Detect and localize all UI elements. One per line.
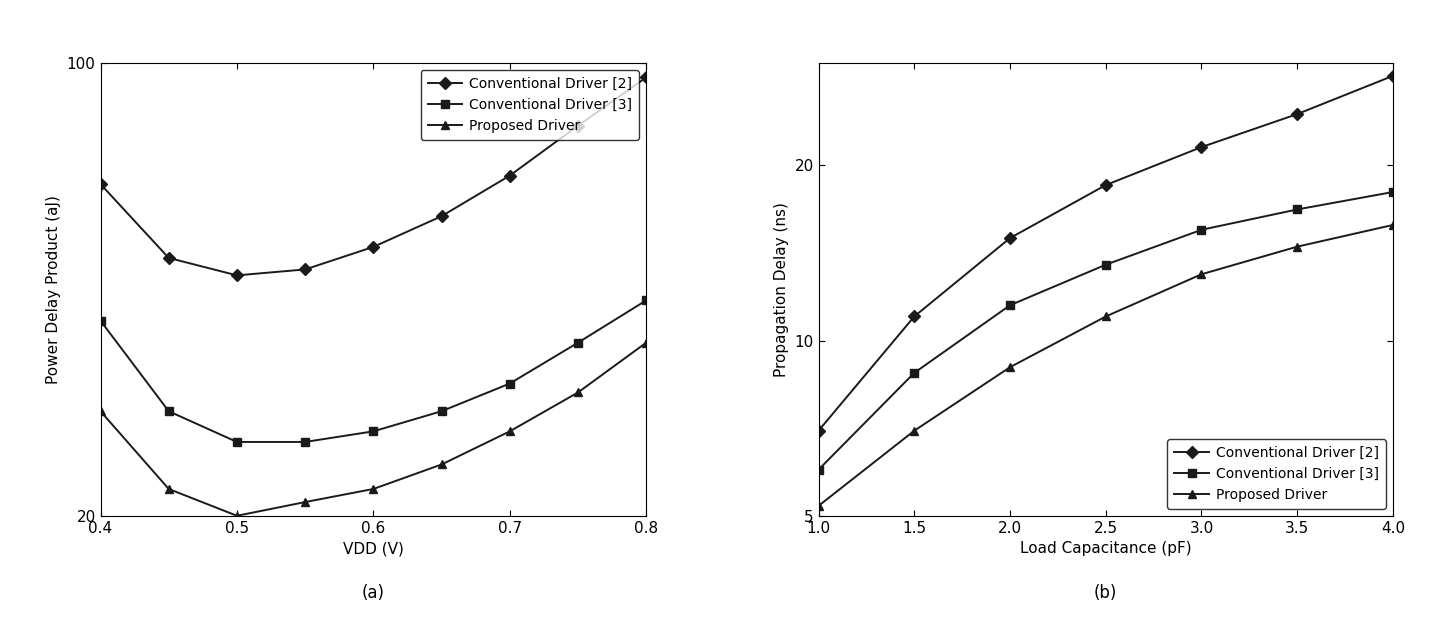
- Conventional Driver [2]: [297, 265, 314, 273]
- Conventional Driver [3]: [501, 380, 518, 387]
- Conventional Driver [3]: [1097, 261, 1114, 269]
- X-axis label: Load Capacitance (pF): Load Capacitance (pF): [1020, 541, 1192, 556]
- Conventional Driver [3]: [365, 428, 382, 435]
- Conventional Driver [3]: [570, 339, 587, 347]
- Conventional Driver [2]: [161, 254, 178, 262]
- Proposed Driver: [1001, 364, 1018, 371]
- Line: Proposed Driver: Proposed Driver: [814, 221, 1397, 510]
- Proposed Driver: [228, 512, 246, 520]
- Proposed Driver: [365, 485, 382, 493]
- Conventional Driver [3]: [1193, 226, 1211, 233]
- Conventional Driver [2]: [906, 313, 923, 320]
- Legend: Conventional Driver [2], Conventional Driver [3], Proposed Driver: Conventional Driver [2], Conventional Dr…: [1167, 439, 1386, 509]
- Conventional Driver [3]: [1001, 301, 1018, 309]
- X-axis label: VDD (V): VDD (V): [343, 541, 404, 556]
- Proposed Driver: [570, 389, 587, 396]
- Conventional Driver [3]: [92, 317, 109, 325]
- Line: Conventional Driver [3]: Conventional Driver [3]: [96, 296, 651, 446]
- Conventional Driver [3]: [434, 408, 451, 415]
- Proposed Driver: [810, 502, 827, 509]
- Proposed Driver: [501, 428, 518, 435]
- Proposed Driver: [906, 427, 923, 435]
- Conventional Driver [3]: [161, 408, 178, 415]
- Conventional Driver [3]: [810, 466, 827, 474]
- Conventional Driver [2]: [1288, 110, 1305, 118]
- Conventional Driver [2]: [638, 74, 655, 81]
- Text: (b): (b): [1094, 584, 1117, 601]
- Proposed Driver: [161, 485, 178, 493]
- Line: Conventional Driver [3]: Conventional Driver [3]: [814, 188, 1397, 474]
- Conventional Driver [3]: [1288, 206, 1305, 213]
- Proposed Driver: [297, 498, 314, 506]
- Proposed Driver: [1097, 313, 1114, 320]
- Proposed Driver: [1384, 221, 1402, 229]
- Proposed Driver: [92, 408, 109, 415]
- Conventional Driver [2]: [1193, 143, 1211, 151]
- Proposed Driver: [1288, 243, 1305, 250]
- Conventional Driver [2]: [501, 172, 518, 179]
- Conventional Driver [3]: [906, 369, 923, 377]
- Conventional Driver [2]: [1384, 72, 1402, 80]
- Conventional Driver [2]: [1001, 235, 1018, 242]
- Conventional Driver [2]: [1097, 181, 1114, 189]
- Y-axis label: Power Delay Product (aJ): Power Delay Product (aJ): [46, 195, 62, 384]
- Line: Proposed Driver: Proposed Driver: [96, 338, 651, 520]
- Conventional Driver [2]: [365, 243, 382, 251]
- Conventional Driver [3]: [638, 297, 655, 304]
- Y-axis label: Propagation Delay (ns): Propagation Delay (ns): [774, 202, 788, 377]
- Conventional Driver [3]: [228, 438, 246, 446]
- Conventional Driver [2]: [570, 122, 587, 130]
- Conventional Driver [3]: [297, 438, 314, 446]
- Proposed Driver: [434, 460, 451, 468]
- Conventional Driver [2]: [434, 213, 451, 220]
- Conventional Driver [2]: [810, 427, 827, 435]
- Conventional Driver [3]: [1384, 188, 1402, 196]
- Line: Conventional Driver [2]: Conventional Driver [2]: [96, 73, 651, 279]
- Conventional Driver [2]: [228, 272, 246, 279]
- Proposed Driver: [1193, 270, 1211, 278]
- Line: Conventional Driver [2]: Conventional Driver [2]: [814, 72, 1397, 435]
- Text: (a): (a): [362, 584, 385, 601]
- Conventional Driver [2]: [92, 181, 109, 188]
- Proposed Driver: [638, 339, 655, 347]
- Legend: Conventional Driver [2], Conventional Driver [3], Proposed Driver: Conventional Driver [2], Conventional Dr…: [421, 70, 639, 140]
